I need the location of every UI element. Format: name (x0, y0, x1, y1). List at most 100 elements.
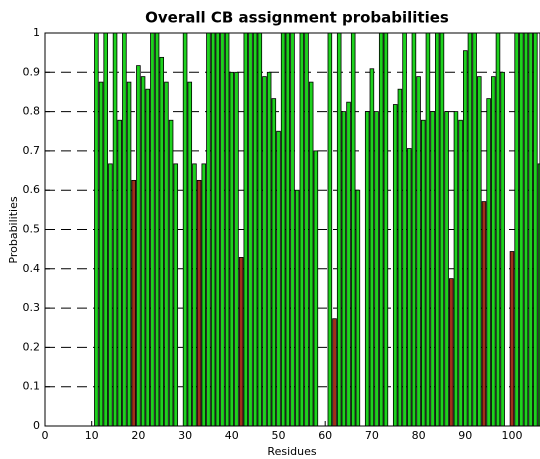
y-tick-label: 0.6 (23, 183, 41, 196)
bar (369, 68, 375, 427)
bar (94, 32, 99, 427)
bar (355, 189, 361, 427)
bar (463, 50, 468, 427)
bar (238, 257, 244, 427)
y-tick-label: 0 (33, 419, 40, 432)
bar (276, 130, 281, 427)
bar (430, 111, 435, 427)
bar (406, 148, 412, 427)
x-tick-label: 70 (365, 429, 379, 442)
bar (514, 32, 519, 427)
x-tick-label: 50 (271, 429, 285, 442)
bar (537, 163, 540, 427)
x-tick-label: 90 (458, 429, 472, 442)
bar (173, 163, 179, 427)
bar (308, 81, 314, 427)
bar (500, 71, 505, 427)
bar (477, 76, 482, 427)
bar (168, 119, 174, 427)
bar (495, 32, 501, 427)
y-tick-label: 0.2 (23, 340, 41, 353)
bar (467, 32, 473, 427)
bar (341, 111, 347, 427)
y-tick-label: 0.1 (23, 380, 41, 393)
bar (327, 32, 333, 427)
y-tick-label: 1 (33, 26, 40, 39)
bar (374, 111, 379, 427)
bar (425, 32, 431, 427)
bar (481, 201, 487, 427)
x-tick-label: 30 (178, 429, 192, 442)
bar (378, 32, 384, 427)
bar (262, 76, 267, 427)
bar (108, 163, 113, 427)
bar (234, 71, 239, 427)
bar (439, 32, 445, 427)
bar (290, 32, 295, 427)
x-tick-label: 10 (85, 429, 99, 442)
bar (210, 32, 216, 427)
bar (350, 32, 356, 427)
bar (336, 32, 342, 427)
chart-title: Overall CB assignment probabilities (145, 9, 449, 27)
bar (229, 71, 235, 427)
y-tick-label: 0.5 (23, 223, 41, 236)
y-tick-label: 0.3 (23, 301, 41, 314)
bar (449, 278, 454, 427)
bar (523, 32, 529, 427)
bar (220, 32, 225, 427)
bar (164, 81, 169, 427)
bar (491, 76, 496, 427)
bar (122, 32, 127, 427)
bar (285, 32, 291, 427)
x-tick-label: 80 (412, 429, 426, 442)
bar (434, 32, 440, 427)
bar (528, 32, 533, 427)
bar (420, 119, 426, 427)
x-tick-label: 40 (225, 429, 239, 442)
bar (117, 119, 122, 427)
bar (140, 76, 146, 427)
bar (486, 98, 491, 427)
y-tick-label: 0.4 (23, 262, 41, 275)
x-tick-label: 20 (131, 429, 145, 442)
bar (364, 111, 370, 427)
y-tick-label: 0.9 (23, 65, 41, 78)
bar (299, 32, 305, 427)
bar (266, 71, 272, 427)
y-tick-label: 0.8 (23, 105, 41, 118)
bar (98, 81, 104, 427)
bar (453, 111, 459, 427)
bar (304, 32, 309, 427)
bar (103, 32, 108, 427)
y-tick-label: 0.7 (23, 144, 41, 157)
x-axis-label: Residues (267, 445, 316, 458)
bar (136, 65, 141, 427)
bar (533, 32, 538, 427)
bar (294, 189, 300, 427)
bar (509, 251, 515, 427)
bar (112, 32, 118, 427)
bar (444, 111, 449, 427)
bar (215, 32, 221, 427)
bar (383, 32, 389, 427)
bar (392, 104, 398, 427)
bar (458, 119, 463, 427)
bar (150, 32, 155, 427)
bar (397, 88, 403, 427)
bar (271, 98, 277, 427)
bar (472, 32, 477, 427)
bar (201, 163, 207, 427)
plot-frame (44, 32, 540, 427)
bar (196, 179, 202, 427)
bar (182, 32, 188, 427)
bar (411, 32, 417, 427)
bar (192, 163, 197, 427)
x-tick-label: 100 (501, 429, 522, 442)
bar (131, 179, 136, 427)
bar (519, 32, 524, 427)
bar (187, 81, 193, 427)
y-axis-label: Probabilities (7, 196, 20, 263)
x-tick-label: 0 (42, 429, 49, 442)
